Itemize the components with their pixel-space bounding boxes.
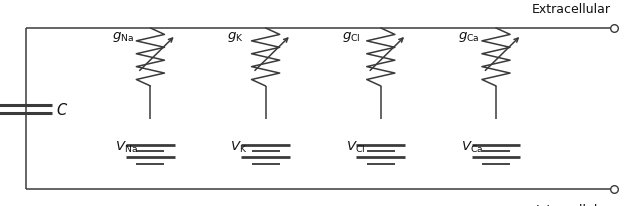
Text: Intracellular: Intracellular bbox=[536, 203, 611, 206]
Text: $V_{\mathrm{K}}$: $V_{\mathrm{K}}$ bbox=[230, 139, 248, 154]
Text: Extracellular: Extracellular bbox=[532, 2, 611, 15]
Text: $g_{\mathrm{Ca}}$: $g_{\mathrm{Ca}}$ bbox=[458, 30, 479, 44]
Text: $C$: $C$ bbox=[56, 101, 68, 117]
Text: $V_{\mathrm{Ca}}$: $V_{\mathrm{Ca}}$ bbox=[461, 139, 483, 154]
Text: $g_{\mathrm{Cl}}$: $g_{\mathrm{Cl}}$ bbox=[342, 30, 361, 44]
Text: $V_{\mathrm{Cl}}$: $V_{\mathrm{Cl}}$ bbox=[346, 139, 365, 154]
Text: $g_{\mathrm{Na}}$: $g_{\mathrm{Na}}$ bbox=[112, 30, 134, 44]
Text: $g_{\mathrm{K}}$: $g_{\mathrm{K}}$ bbox=[227, 30, 244, 44]
Text: $V_{\mathrm{Na}}$: $V_{\mathrm{Na}}$ bbox=[115, 139, 138, 154]
